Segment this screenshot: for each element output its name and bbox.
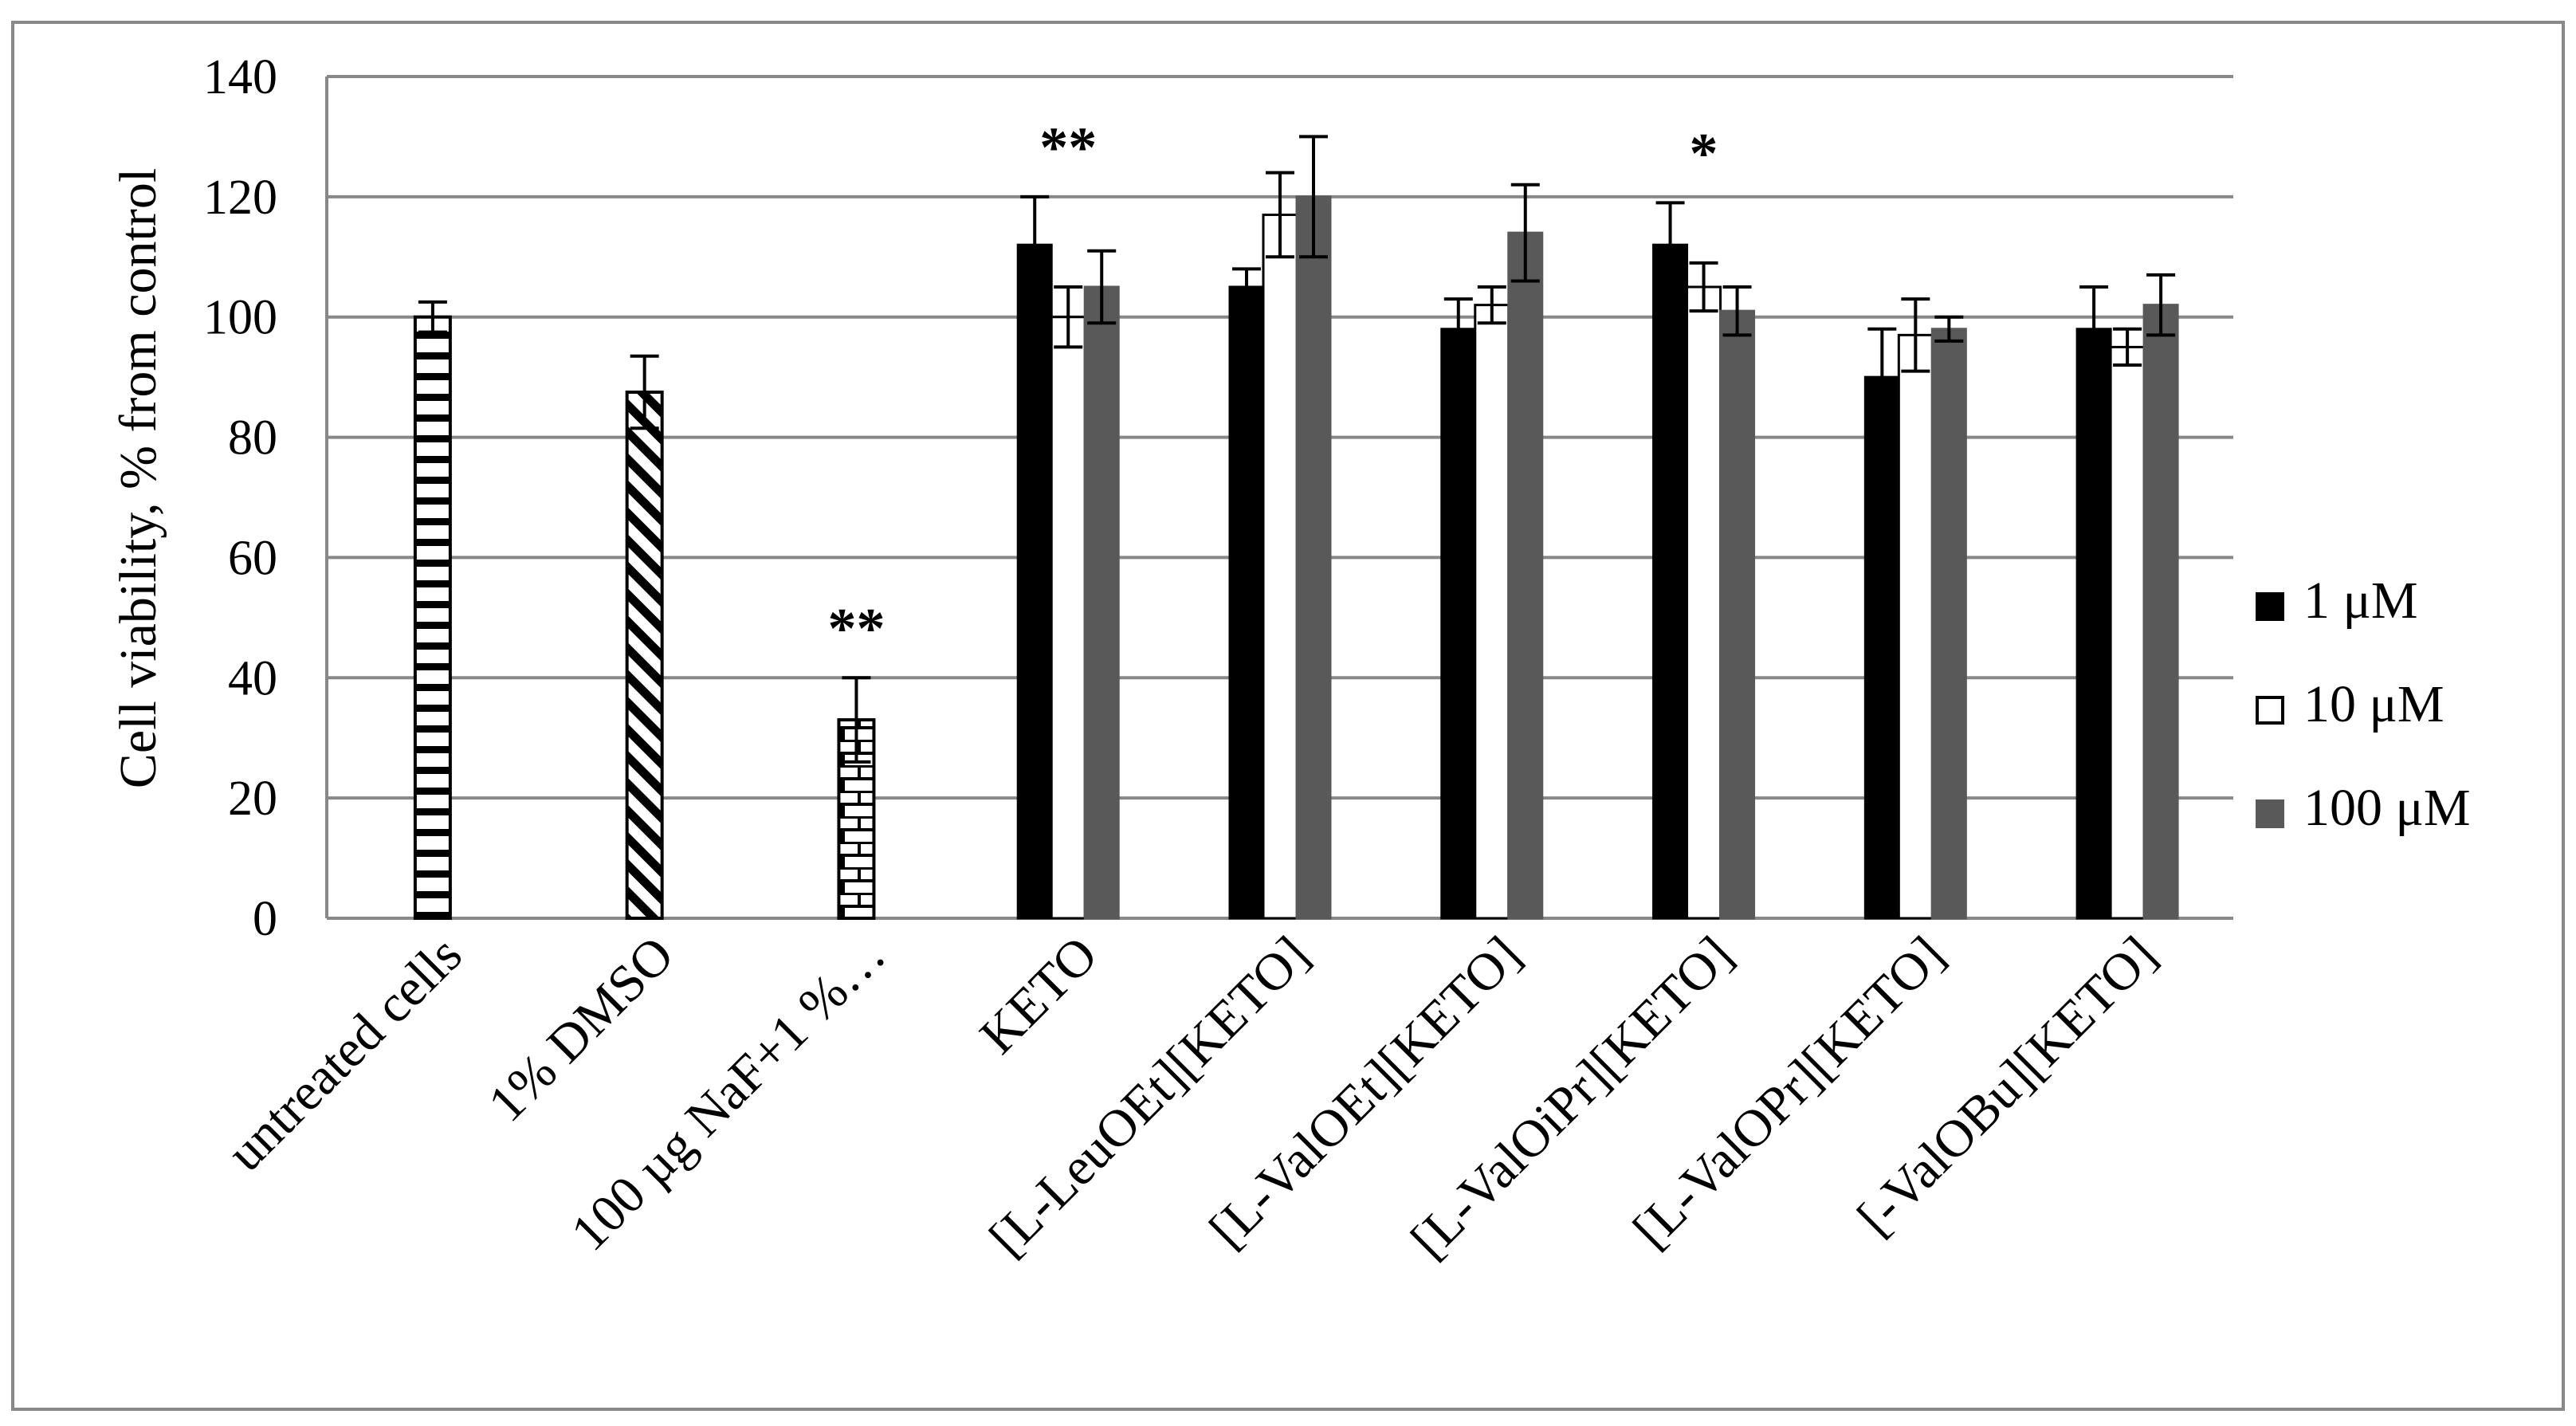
legend-swatch xyxy=(2256,799,2284,828)
y-tick-label: 80 xyxy=(228,411,277,466)
bar xyxy=(1083,285,1120,920)
bar xyxy=(1719,309,1756,920)
bar xyxy=(2109,345,2146,920)
y-tick-label: 140 xyxy=(203,50,277,104)
significance-marker: ** xyxy=(827,596,885,660)
bar xyxy=(2075,328,2112,920)
legend-label: 10 μM xyxy=(2303,675,2444,733)
bar xyxy=(413,315,452,920)
legend-swatch xyxy=(2256,696,2284,725)
bar xyxy=(1440,328,1477,920)
bar xyxy=(1228,285,1265,920)
legend-label: 100 μM xyxy=(2303,779,2471,837)
y-axis-title: Cell viability, % from control xyxy=(109,168,167,788)
y-tick-label: 100 xyxy=(203,291,277,345)
y-axis-ticks: 0 20 40 60 80 100 120 140 xyxy=(203,50,277,946)
significance-marker: ** xyxy=(1039,116,1097,179)
bar xyxy=(625,391,664,920)
y-tick-label: 120 xyxy=(203,171,277,225)
bar xyxy=(1863,375,1900,920)
bar xyxy=(1930,328,1967,920)
bar xyxy=(1295,195,1332,920)
bar xyxy=(1474,304,1510,920)
significance-marker: * xyxy=(1690,121,1718,185)
y-tick-label: 40 xyxy=(228,651,277,705)
error-bars xyxy=(418,135,2176,764)
legend-label: 1 μM xyxy=(2303,572,2418,630)
legend: 1 μM 10 μM 100 μM xyxy=(2256,572,2471,837)
bar xyxy=(1050,316,1086,920)
bar xyxy=(1897,333,1934,920)
significance-markers: **** * xyxy=(827,116,1718,660)
bar xyxy=(1652,243,1689,920)
legend-swatch xyxy=(2256,592,2284,621)
bar xyxy=(1507,231,1544,920)
bar xyxy=(1686,285,1722,920)
y-tick-label: 20 xyxy=(228,772,277,826)
bar xyxy=(2142,304,2179,920)
y-tick-label: 60 xyxy=(228,531,277,585)
y-tick-label: 0 xyxy=(253,892,277,946)
bar xyxy=(1016,243,1053,920)
bar xyxy=(1262,213,1298,920)
